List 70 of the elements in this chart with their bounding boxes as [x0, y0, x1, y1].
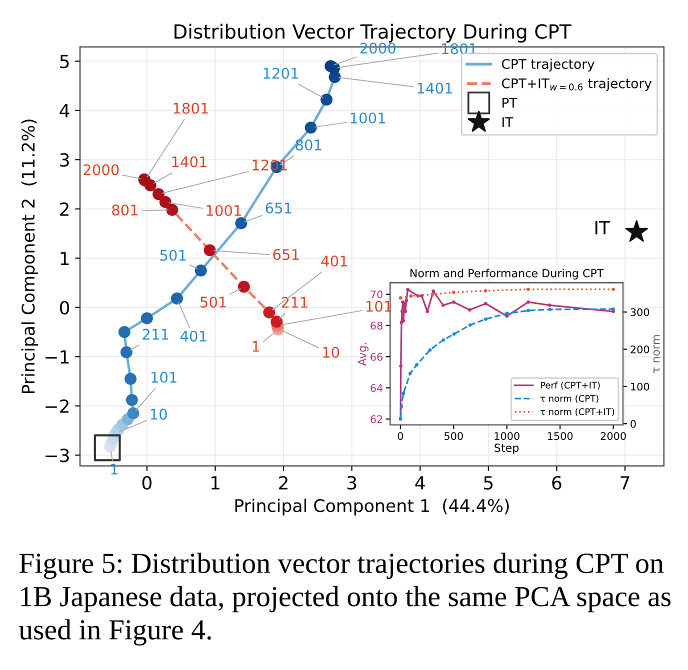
caption: Figure 5: Distribution vector trajectories during CPT on 1B Japanese data, projected onto the same PCA space as used in Figure 4. — [18, 552, 671, 646]
y2-axis-title: τ norm — [653, 335, 660, 373]
annotation: 101 — [152, 372, 176, 383]
annotation: 1001 — [350, 112, 385, 124]
legend-label: Perf (CPT+IT) — [540, 382, 600, 390]
annotation: 501 — [160, 250, 186, 261]
y-tick-label: 3 — [60, 153, 69, 167]
y-tick-label: 1 — [60, 252, 69, 266]
x-tick-label: 2 — [279, 476, 288, 490]
y-tick-label: −1 — [46, 350, 69, 364]
annotation: 651 — [266, 202, 292, 214]
x-tick-label: 6 — [552, 476, 562, 490]
legend-label: CPT+IT$_{w=0.6}$ trajectory — [502, 78, 652, 91]
x-tick-label: 5 — [484, 476, 493, 490]
annotation: 2000 — [84, 164, 119, 176]
annotation: 1001 — [206, 204, 241, 216]
annotation: 1401 — [418, 82, 452, 94]
legend-label: τ norm (CPT+IT) — [540, 408, 614, 416]
y-tick-label: 62 — [370, 415, 382, 424]
x-tick-label: 1 — [211, 476, 220, 490]
annotation: IT — [595, 221, 610, 234]
annotation: 401 — [321, 256, 348, 267]
annotation: 1201 — [264, 68, 298, 79]
y-tick-label: 68 — [370, 322, 382, 330]
annotation: 401 — [180, 330, 206, 342]
annotation: 501 — [200, 296, 226, 308]
y-tick-label: 0 — [60, 300, 70, 315]
x-axis-title: Step — [494, 444, 519, 454]
annotation: 10 — [150, 408, 167, 420]
x-tick-label: 4 — [415, 476, 425, 490]
y-tick-label: 4 — [60, 104, 70, 118]
y-tick-label: 64 — [370, 384, 383, 392]
x-tick-label: 1500 — [548, 432, 573, 440]
annotation: 651 — [273, 249, 299, 260]
y-tick-label: 5 — [60, 54, 69, 68]
annotation: 101 — [366, 300, 392, 312]
y2-tick-label: 300 — [630, 308, 650, 316]
legend-label: CPT trajectory — [502, 58, 594, 72]
legend-label: τ norm (CPT) — [540, 394, 598, 403]
legend-label: IT — [502, 117, 514, 127]
x-tick-label: 0 — [142, 476, 152, 490]
x-tick-label: 500 — [444, 432, 463, 440]
y-tick-label: 66 — [370, 352, 382, 361]
chart-title: Norm and Performance During CPT — [410, 268, 604, 280]
chart-title: Distribution Vector Trajectory During CPT — [174, 24, 572, 43]
legend-label: PT — [502, 98, 518, 108]
x-tick-label: 7 — [620, 476, 630, 490]
annotation: 1 — [252, 341, 260, 352]
x-tick-label: 3 — [347, 476, 356, 490]
x-tick-label: 2000 — [600, 432, 626, 440]
x-tick-label: 1000 — [494, 432, 520, 440]
annotation: 1 — [111, 464, 118, 474]
annotation: 211 — [142, 328, 168, 340]
y2-tick-label: 0 — [630, 420, 636, 428]
annotation: 801 — [296, 139, 322, 150]
y-tick-label: −3 — [46, 448, 69, 462]
y-tick-label: 2 — [60, 202, 68, 216]
y-tick-label: 70 — [370, 290, 382, 298]
annotation: 10 — [323, 346, 340, 358]
x-tick-label: 0 — [398, 432, 404, 440]
annotation: 801 — [112, 204, 138, 216]
y2-tick-label: 100 — [631, 382, 650, 391]
x-axis-title: Principal Component 1 (44.4%) — [235, 498, 509, 516]
y-axis-title: Principal Component 2 (11.2%) — [21, 120, 38, 394]
y2-tick-label: 200 — [630, 345, 650, 354]
y-axis-title: Avg. — [358, 343, 369, 366]
annotation: 1801 — [174, 102, 208, 114]
annotation: 1401 — [172, 156, 206, 168]
y-tick-label: −2 — [46, 399, 68, 413]
annotation: 211 — [282, 296, 308, 308]
